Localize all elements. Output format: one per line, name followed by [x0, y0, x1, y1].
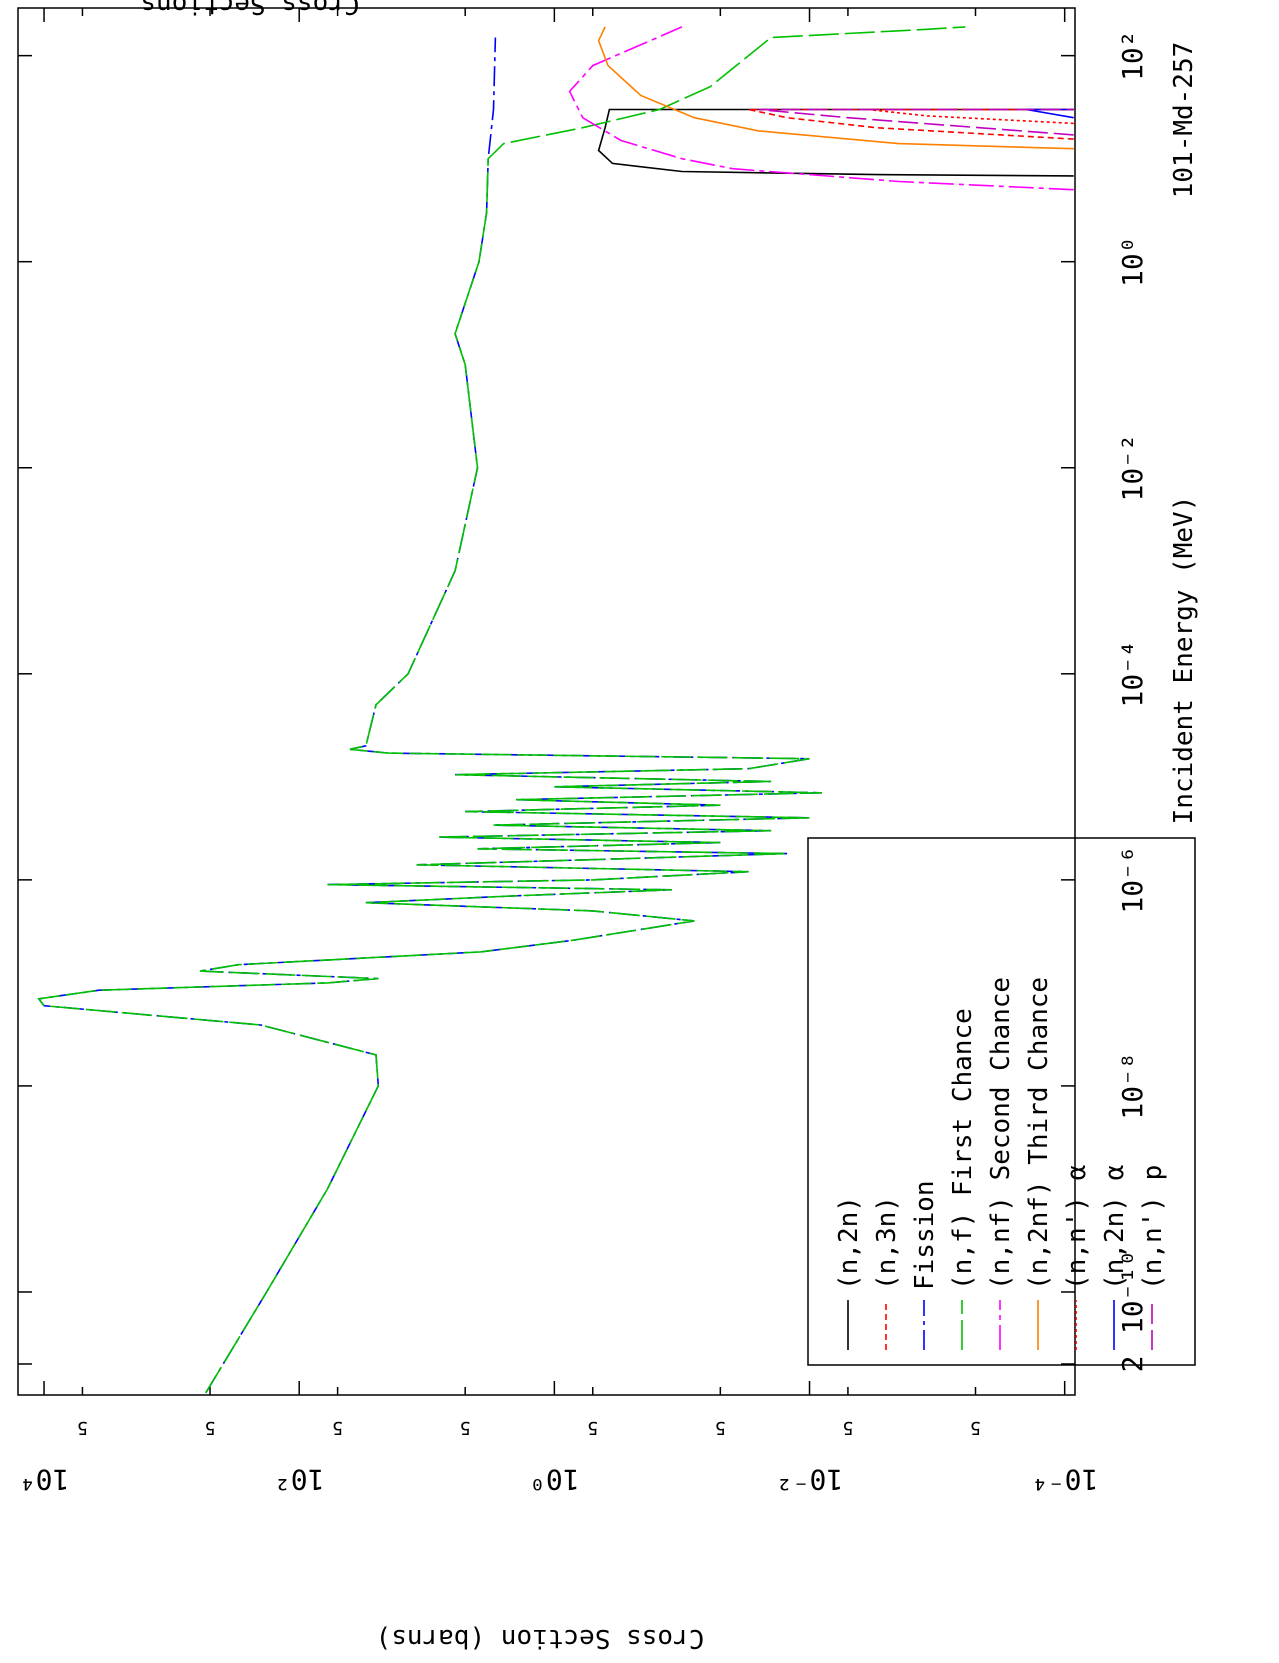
y-tick-label: 5 [970, 1417, 981, 1438]
y-tick-label: 5 [460, 1417, 471, 1438]
legend-label: (n,n') p [1138, 1165, 1168, 1290]
y-tick-label: 10² [274, 1463, 325, 1496]
x-tick-label: 10⁻² [1116, 434, 1149, 501]
y-tick-label: 5 [715, 1417, 726, 1438]
x-axis-label: Incident Energy (MeV) [1169, 496, 1199, 825]
x-tick-label: 10⁻⁸ [1116, 1052, 1149, 1119]
legend-label: (n,3n) [872, 1196, 902, 1290]
legend-label: (n,n') α [1062, 1165, 1092, 1290]
y-tick-label: 10⁻⁴ [1031, 1463, 1098, 1496]
chart-title: Cross Sections [140, 0, 359, 19]
legend-label: (n,nf) Second Chance [986, 977, 1016, 1290]
plot-frame [17, 7, 1076, 1396]
series-line [597, 108, 1074, 177]
x-tick-label: 10⁻⁶ [1116, 846, 1149, 913]
legend-label: (n,2nf) Third Chance [1024, 977, 1054, 1290]
x-tick-label: 10⁰ [1116, 236, 1149, 287]
x-tick-label: 10⁻⁴ [1116, 640, 1149, 707]
legend-label: (n,f) First Chance [948, 1008, 978, 1290]
y-tick-label: 10⁴ [19, 1463, 70, 1496]
x-tick-label: 10² [1116, 30, 1149, 81]
y-tick-label: 5 [332, 1417, 343, 1438]
legend-label: Fission [910, 1180, 940, 1290]
legend-label: (n,2n) α [1100, 1165, 1130, 1290]
series-line [568, 26, 1074, 191]
y-tick-label: 10⁻² [776, 1463, 843, 1496]
y-tick-label: 5 [587, 1417, 598, 1438]
y-tick-label: 5 [77, 1417, 88, 1438]
series-line [758, 108, 1074, 136]
legend-box [807, 837, 1196, 1366]
series-line [37, 37, 822, 1394]
y-tick-label: 5 [843, 1417, 854, 1438]
series-line [1026, 108, 1074, 119]
series-line [597, 26, 1074, 150]
series-line [37, 26, 966, 1394]
y-tick-label: 10⁰ [529, 1463, 580, 1496]
y-tick-label: 5 [205, 1417, 216, 1438]
x-tick-label: 2 [1116, 1356, 1149, 1373]
series-line [748, 108, 1074, 140]
subtitle: 101-Md-257 [1169, 42, 1199, 199]
legend-label: (n,2n) [834, 1196, 864, 1290]
y-axis-label: Cross Section (barns) [376, 1623, 705, 1653]
series-line [867, 108, 1074, 125]
x-tick-label: 10⁻¹⁰ [1116, 1250, 1149, 1334]
